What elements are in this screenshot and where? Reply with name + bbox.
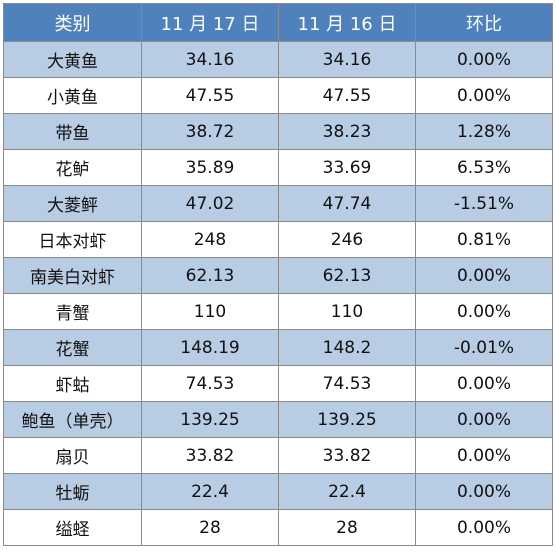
table-row: 大菱鲆 47.02 47.74 -1.51% xyxy=(3,185,553,222)
previous-price-cell: 22.4 xyxy=(278,473,416,510)
change-cell: 0.00% xyxy=(415,293,553,330)
category-cell: 鲍鱼（单壳） xyxy=(3,401,142,438)
current-price-cell: 35.89 xyxy=(141,149,279,186)
table-row: 花鲈 35.89 33.69 6.53% xyxy=(3,149,553,186)
previous-price-cell: 47.55 xyxy=(278,77,416,114)
previous-price-cell: 28 xyxy=(278,509,416,546)
current-price-cell: 139.25 xyxy=(141,401,279,438)
previous-price-cell: 246 xyxy=(278,221,416,258)
header-date-previous: 11 月 16 日 xyxy=(278,3,416,42)
change-cell: 0.00% xyxy=(415,257,553,294)
current-price-cell: 248 xyxy=(141,221,279,258)
change-cell: -0.01% xyxy=(415,329,553,366)
table-row: 大黄鱼 34.16 34.16 0.00% xyxy=(3,41,553,78)
category-cell: 花蟹 xyxy=(3,329,142,366)
change-cell: 0.00% xyxy=(415,77,553,114)
category-cell: 大黄鱼 xyxy=(3,41,142,78)
header-date-current: 11 月 17 日 xyxy=(141,3,279,42)
category-cell: 花鲈 xyxy=(3,149,142,186)
table-row: 日本对虾 248 246 0.81% xyxy=(3,221,553,258)
table-row: 花蟹 148.19 148.2 -0.01% xyxy=(3,329,553,366)
table-row: 青蟹 110 110 0.00% xyxy=(3,293,553,330)
previous-price-cell: 34.16 xyxy=(278,41,416,78)
table-row: 扇贝 33.82 33.82 0.00% xyxy=(3,437,553,474)
header-row: 类别 11 月 17 日 11 月 16 日 环比 xyxy=(3,3,553,42)
category-cell: 带鱼 xyxy=(3,113,142,150)
change-cell: 6.53% xyxy=(415,149,553,186)
current-price-cell: 47.02 xyxy=(141,185,279,222)
change-cell: -1.51% xyxy=(415,185,553,222)
table-row: 南美白对虾 62.13 62.13 0.00% xyxy=(3,257,553,294)
previous-price-cell: 139.25 xyxy=(278,401,416,438)
table-row: 虾蛄 74.53 74.53 0.00% xyxy=(3,365,553,402)
change-cell: 0.81% xyxy=(415,221,553,258)
current-price-cell: 62.13 xyxy=(141,257,279,294)
category-cell: 小黄鱼 xyxy=(3,77,142,114)
header-change: 环比 xyxy=(415,3,553,42)
category-cell: 扇贝 xyxy=(3,437,142,474)
table-row: 小黄鱼 47.55 47.55 0.00% xyxy=(3,77,553,114)
table-row: 带鱼 38.72 38.23 1.28% xyxy=(3,113,553,150)
change-cell: 0.00% xyxy=(415,365,553,402)
current-price-cell: 34.16 xyxy=(141,41,279,78)
change-cell: 0.00% xyxy=(415,437,553,474)
previous-price-cell: 47.74 xyxy=(278,185,416,222)
category-cell: 缢蛏 xyxy=(3,509,142,546)
previous-price-cell: 33.69 xyxy=(278,149,416,186)
previous-price-cell: 110 xyxy=(278,293,416,330)
previous-price-cell: 148.2 xyxy=(278,329,416,366)
table-row: 牡蛎 22.4 22.4 0.00% xyxy=(3,473,553,510)
price-table: 类别 11 月 17 日 11 月 16 日 环比 大黄鱼 34.16 34.1… xyxy=(3,3,553,546)
category-cell: 南美白对虾 xyxy=(3,257,142,294)
current-price-cell: 110 xyxy=(141,293,279,330)
current-price-cell: 28 xyxy=(141,509,279,546)
current-price-cell: 74.53 xyxy=(141,365,279,402)
current-price-cell: 22.4 xyxy=(141,473,279,510)
category-cell: 大菱鲆 xyxy=(3,185,142,222)
current-price-cell: 38.72 xyxy=(141,113,279,150)
current-price-cell: 33.82 xyxy=(141,437,279,474)
change-cell: 0.00% xyxy=(415,473,553,510)
category-cell: 牡蛎 xyxy=(3,473,142,510)
table-row: 鲍鱼（单壳） 139.25 139.25 0.00% xyxy=(3,401,553,438)
previous-price-cell: 62.13 xyxy=(278,257,416,294)
previous-price-cell: 38.23 xyxy=(278,113,416,150)
header-category: 类别 xyxy=(3,3,142,42)
change-cell: 0.00% xyxy=(415,41,553,78)
previous-price-cell: 33.82 xyxy=(278,437,416,474)
table-row: 缢蛏 28 28 0.00% xyxy=(3,509,553,546)
change-cell: 0.00% xyxy=(415,509,553,546)
category-cell: 日本对虾 xyxy=(3,221,142,258)
current-price-cell: 47.55 xyxy=(141,77,279,114)
category-cell: 虾蛄 xyxy=(3,365,142,402)
category-cell: 青蟹 xyxy=(3,293,142,330)
previous-price-cell: 74.53 xyxy=(278,365,416,402)
change-cell: 1.28% xyxy=(415,113,553,150)
change-cell: 0.00% xyxy=(415,401,553,438)
current-price-cell: 148.19 xyxy=(141,329,279,366)
